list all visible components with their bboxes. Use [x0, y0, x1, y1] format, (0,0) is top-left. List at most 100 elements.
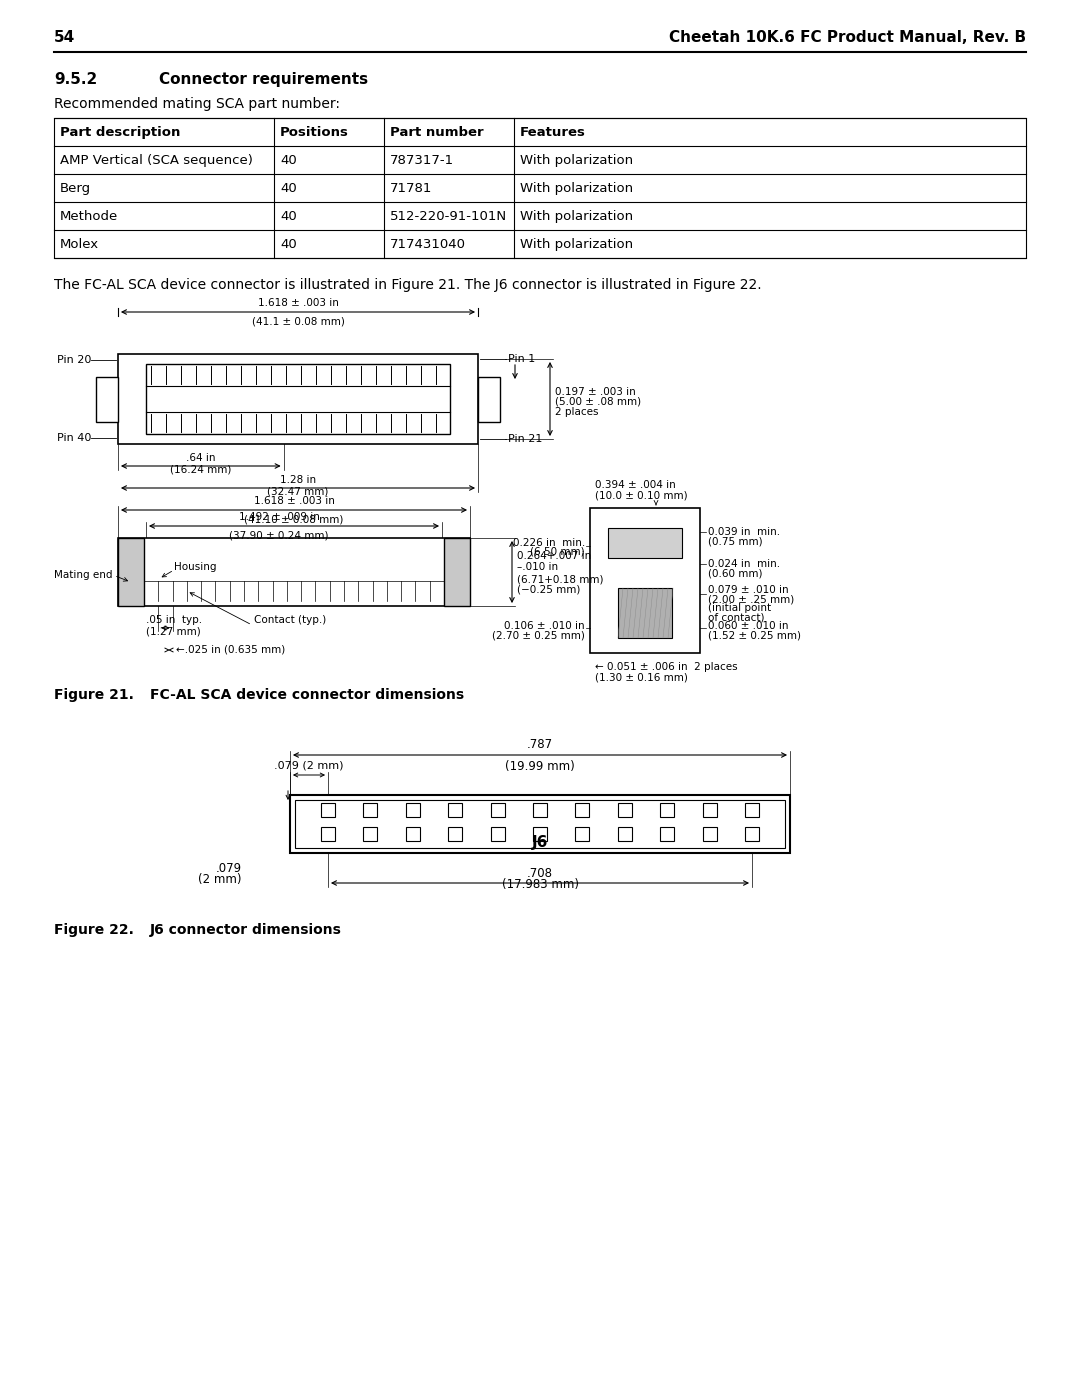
Text: Part number: Part number: [390, 126, 484, 138]
Text: 1.618 ± .003 in: 1.618 ± .003 in: [254, 496, 335, 506]
Text: With polarization: With polarization: [519, 154, 633, 168]
Text: 0.226 in  min.: 0.226 in min.: [513, 538, 585, 548]
Text: 0.394 ± .004 in: 0.394 ± .004 in: [595, 481, 676, 490]
Bar: [703, 803, 717, 817]
Text: 0.039 in  min.: 0.039 in min.: [708, 527, 780, 536]
Text: .079: .079: [216, 862, 242, 876]
Text: Connector requirements: Connector requirements: [159, 73, 368, 87]
Bar: [660, 827, 674, 841]
Text: of contact): of contact): [708, 612, 765, 622]
Text: FC-AL SCA device connector dimensions: FC-AL SCA device connector dimensions: [150, 687, 464, 703]
Text: 71781: 71781: [390, 182, 432, 196]
Text: .64 in: .64 in: [186, 453, 216, 462]
Text: Recommended mating SCA part number:: Recommended mating SCA part number:: [54, 96, 340, 110]
Bar: [118, 538, 144, 606]
Bar: [448, 827, 462, 841]
Text: Figure 21.: Figure 21.: [54, 687, 134, 703]
Bar: [118, 353, 478, 444]
Text: Housing: Housing: [174, 562, 216, 571]
Text: (−0.25 mm): (−0.25 mm): [517, 585, 580, 595]
Bar: [618, 588, 672, 638]
Text: (0.60 mm): (0.60 mm): [708, 569, 762, 578]
Bar: [618, 827, 632, 841]
Bar: [660, 803, 674, 817]
Bar: [321, 803, 335, 817]
Bar: [406, 803, 420, 817]
Bar: [146, 365, 450, 434]
Text: (16.24 mm): (16.24 mm): [171, 465, 231, 475]
Text: (1.27 mm): (1.27 mm): [146, 626, 201, 636]
Text: 1.28 in: 1.28 in: [280, 475, 316, 485]
Text: (initial point: (initial point: [708, 604, 771, 613]
Text: Positions: Positions: [280, 126, 349, 138]
Text: 40: 40: [280, 210, 297, 224]
Text: (1.30 ± 0.16 mm): (1.30 ± 0.16 mm): [595, 672, 688, 682]
Text: 1.492 ± .009 in: 1.492 ± .009 in: [239, 511, 320, 522]
Bar: [363, 803, 377, 817]
Text: 717431040: 717431040: [390, 237, 465, 251]
Text: 0.264+.007 in: 0.264+.007 in: [517, 550, 591, 562]
Text: (41.1 ± 0.08 mm): (41.1 ± 0.08 mm): [252, 316, 345, 326]
Bar: [54, 117, 1026, 258]
Text: 0.106 ± .010 in: 0.106 ± .010 in: [504, 622, 585, 631]
Bar: [96, 377, 118, 422]
Text: (32.47 mm): (32.47 mm): [268, 488, 328, 497]
Text: .079 (2 mm): .079 (2 mm): [274, 761, 343, 771]
Bar: [490, 827, 504, 841]
Text: (17.983 mm): (17.983 mm): [501, 877, 579, 891]
Text: ← 0.051 ± .006 in  2 places: ← 0.051 ± .006 in 2 places: [595, 662, 738, 672]
Text: .708: .708: [527, 868, 553, 880]
Text: Pin 20: Pin 20: [56, 355, 91, 365]
Text: Pin 40: Pin 40: [56, 433, 91, 443]
Bar: [745, 827, 759, 841]
Bar: [608, 528, 681, 557]
Text: ←.025 in (0.635 mm): ←.025 in (0.635 mm): [176, 645, 285, 655]
Text: (19.99 mm): (19.99 mm): [505, 760, 575, 773]
Text: AMP Vertical (SCA sequence): AMP Vertical (SCA sequence): [60, 154, 253, 168]
Bar: [444, 538, 470, 606]
Text: (6.71+0.18 mm): (6.71+0.18 mm): [517, 574, 604, 584]
Text: (5.00 ± .08 mm): (5.00 ± .08 mm): [555, 397, 642, 407]
Text: Contact (typ.): Contact (typ.): [254, 615, 326, 624]
Text: 40: 40: [280, 237, 297, 251]
Text: (2.70 ± 0.25 mm): (2.70 ± 0.25 mm): [492, 630, 585, 640]
Text: (2.00 ± .25 mm): (2.00 ± .25 mm): [708, 594, 794, 604]
Text: 40: 40: [280, 154, 297, 168]
Text: Part description: Part description: [60, 126, 180, 138]
Text: (37.90 ± 0.24 mm): (37.90 ± 0.24 mm): [229, 531, 328, 541]
Text: 0.060 ± .010 in: 0.060 ± .010 in: [708, 622, 788, 631]
Text: 1.618 ± .003 in: 1.618 ± .003 in: [257, 298, 338, 307]
Bar: [618, 803, 632, 817]
Text: Pin 21: Pin 21: [508, 434, 542, 444]
Text: .05 in  typ.: .05 in typ.: [146, 615, 202, 624]
Text: (10.0 ± 0.10 mm): (10.0 ± 0.10 mm): [595, 490, 688, 500]
Text: 40: 40: [280, 182, 297, 196]
Text: 2 places: 2 places: [555, 407, 598, 416]
Text: Pin 1: Pin 1: [508, 353, 536, 365]
Text: J6: J6: [531, 835, 549, 851]
Text: With polarization: With polarization: [519, 182, 633, 196]
Text: Features: Features: [519, 126, 585, 138]
Text: Methode: Methode: [60, 210, 118, 224]
Text: Molex: Molex: [60, 237, 99, 251]
Text: 512-220-91-101N: 512-220-91-101N: [390, 210, 508, 224]
Text: 0.197 ± .003 in: 0.197 ± .003 in: [555, 387, 636, 397]
Text: Figure 22.: Figure 22.: [54, 923, 134, 937]
Text: With polarization: With polarization: [519, 237, 633, 251]
Bar: [745, 803, 759, 817]
Text: (6.50 mm): (6.50 mm): [530, 548, 585, 557]
Bar: [576, 827, 590, 841]
Text: Mating end: Mating end: [54, 570, 112, 580]
Text: (1.52 ± 0.25 mm): (1.52 ± 0.25 mm): [708, 630, 801, 640]
Bar: [576, 803, 590, 817]
Text: 0.024 in  min.: 0.024 in min.: [708, 559, 780, 569]
Text: J6 connector dimensions: J6 connector dimensions: [150, 923, 342, 937]
Bar: [448, 803, 462, 817]
Text: .787: .787: [527, 738, 553, 752]
Bar: [590, 509, 700, 652]
Text: The FC-AL SCA device connector is illustrated in Figure 21. The J6 connector is : The FC-AL SCA device connector is illust…: [54, 278, 761, 292]
Text: (2 mm): (2 mm): [199, 873, 242, 886]
Bar: [490, 803, 504, 817]
Bar: [295, 800, 785, 848]
Bar: [118, 538, 470, 606]
